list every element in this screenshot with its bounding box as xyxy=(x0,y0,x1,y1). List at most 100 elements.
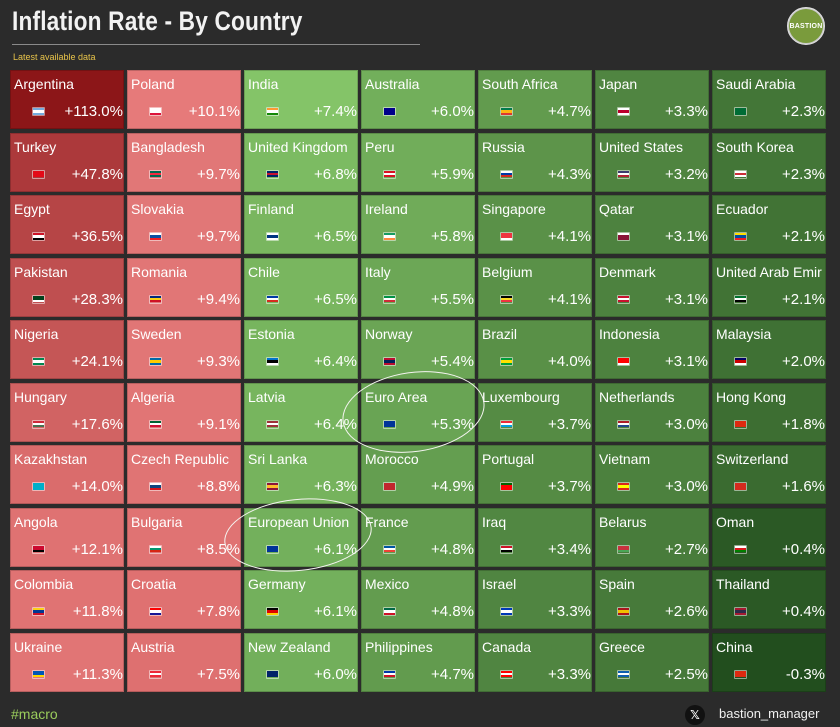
heatmap-cell-israel: Israel +3.3% xyxy=(478,570,592,629)
heatmap-cell-germany: Germany +6.1% xyxy=(244,570,358,629)
heatmap-cell-belgium: Belgium +4.1% xyxy=(478,257,592,317)
inflation-value: +17.6% xyxy=(71,415,123,433)
inflation-value: +7.5% xyxy=(197,665,240,683)
country-label: Nigeria xyxy=(14,326,59,342)
inflation-value: +6.5% xyxy=(314,290,357,308)
heatmap-cell-russia: Russia +4.3% xyxy=(478,132,592,192)
country-label: Saudi Arabia xyxy=(716,76,796,92)
country-label: Brazil xyxy=(482,326,518,342)
nigeria-flag-icon xyxy=(32,357,45,366)
heatmap-cell-austria: Austria +7.5% xyxy=(127,632,241,692)
title-divider xyxy=(12,44,420,45)
country-label: Czech Republic xyxy=(131,451,230,467)
china-flag-icon xyxy=(734,669,747,679)
heatmap-cell-new-zealand: New Zealand +6.0% xyxy=(244,632,358,692)
south-africa-flag-icon xyxy=(500,107,513,116)
inflation-value: +3.1% xyxy=(665,353,708,370)
heatmap-cell-oman: Oman +0.4% xyxy=(712,507,826,567)
heatmap-cell-portugal: Portugal +3.7% xyxy=(478,445,592,504)
country-label: Bulgaria xyxy=(131,513,183,530)
country-label: Belgium xyxy=(482,263,533,280)
italy-flag-icon xyxy=(383,294,396,304)
country-label: Japan xyxy=(599,76,638,92)
heatmap-cell-japan: Japan +3.3% xyxy=(595,70,709,129)
country-label: Estonia xyxy=(248,326,295,342)
heatmap-cell-brazil: Brazil +4.0% xyxy=(478,320,592,379)
country-label: Chile xyxy=(248,263,280,280)
heatmap-cell-bulgaria: Bulgaria +8.5% xyxy=(127,507,241,567)
heatmap-cell-australia: Australia +6.0% xyxy=(361,70,475,129)
luxembourg-flag-icon xyxy=(500,419,513,429)
inflation-value: +2.5% xyxy=(665,665,708,683)
poland-flag-icon xyxy=(149,107,162,116)
country-label: France xyxy=(365,513,409,530)
kazakhstan-flag-icon xyxy=(32,482,45,491)
denmark-flag-icon xyxy=(617,294,630,304)
inflation-value: +6.5% xyxy=(314,228,357,245)
heatmap-cell-ireland: Ireland +5.8% xyxy=(361,195,475,254)
heatmap-cell-morocco: Morocco +4.9% xyxy=(361,445,475,504)
country-label: United States xyxy=(599,138,684,155)
egypt-flag-icon xyxy=(32,232,45,241)
heatmap-cell-poland: Poland +10.1% xyxy=(127,70,241,129)
country-label: Egypt xyxy=(14,201,50,217)
heatmap-cell-argentina: Argentina +113.0% xyxy=(10,70,124,129)
inflation-value: +9.3% xyxy=(197,353,240,370)
chart-subtitle: Latest available data xyxy=(13,52,96,62)
heatmap-cell-colombia: Colombia +11.8% xyxy=(10,570,124,629)
bangladesh-flag-icon xyxy=(149,169,162,179)
inflation-value: +3.7% xyxy=(548,478,591,495)
inflation-value: +3.2% xyxy=(665,165,708,183)
united-arab-emir-flag-icon xyxy=(734,294,747,304)
country-label: Euro Area xyxy=(365,388,428,405)
inflation-value: -0.3% xyxy=(785,665,825,683)
inflation-value: +3.0% xyxy=(665,415,708,433)
heatmap-cell-canada: Canada +3.3% xyxy=(478,632,592,692)
heatmap-cell-estonia: Estonia +6.4% xyxy=(244,320,358,379)
country-label: Sweden xyxy=(131,326,182,342)
inflation-value: +2.0% xyxy=(782,353,825,370)
country-label: Peru xyxy=(365,138,395,155)
inflation-value: +9.1% xyxy=(197,415,240,433)
inflation-value: +2.6% xyxy=(665,603,708,620)
inflation-value: +10.1% xyxy=(188,103,240,120)
heatmap-cell-south-africa: South Africa +4.7% xyxy=(478,70,592,129)
inflation-value: +0.4% xyxy=(782,603,825,620)
country-label: Turkey xyxy=(14,138,57,155)
country-label: Greece xyxy=(599,638,645,655)
canada-flag-icon xyxy=(500,669,513,679)
heatmap-cell-malaysia: Malaysia +2.0% xyxy=(712,320,826,379)
chile-flag-icon xyxy=(266,294,279,304)
estonia-flag-icon xyxy=(266,357,279,366)
country-label: Ireland xyxy=(365,201,408,217)
inflation-value: +5.4% xyxy=(431,353,474,370)
hashtag-macro[interactable]: #macro xyxy=(11,706,58,722)
country-label: United Kingdom xyxy=(248,138,348,155)
inflation-value: +6.8% xyxy=(314,165,357,183)
inflation-value: +2.3% xyxy=(782,103,825,120)
belarus-flag-icon xyxy=(617,544,630,554)
heatmap-cell-iraq: Iraq +3.4% xyxy=(478,507,592,567)
colombia-flag-icon xyxy=(32,607,45,616)
heatmap-cell-norway: Norway +5.4% xyxy=(361,320,475,379)
x-logo-icon: 𝕏 xyxy=(685,705,705,725)
country-label: Ukraine xyxy=(14,638,63,655)
inflation-value: +6.0% xyxy=(431,103,474,120)
country-label: Indonesia xyxy=(599,326,660,342)
vietnam-flag-icon xyxy=(617,482,630,491)
euro-area-flag-icon xyxy=(383,419,396,429)
chart-title: Inflation Rate - By Country xyxy=(12,6,303,36)
heatmap-cell-euro-area: Euro Area +5.3% xyxy=(361,382,475,442)
oman-flag-icon xyxy=(734,544,747,554)
country-label: Switzerland xyxy=(716,451,789,467)
heatmap-cell-sweden: Sweden +9.3% xyxy=(127,320,241,379)
heatmap-cell-luxembourg: Luxembourg +3.7% xyxy=(478,382,592,442)
inflation-value: +6.1% xyxy=(314,603,357,620)
argentina-flag-icon xyxy=(32,107,45,116)
country-label: Morocco xyxy=(365,451,419,467)
ukraine-flag-icon xyxy=(32,669,45,679)
bulgaria-flag-icon xyxy=(149,544,162,554)
country-label: Vietnam xyxy=(599,451,651,467)
inflation-value: +6.4% xyxy=(314,353,357,370)
author-handle[interactable]: bastion_manager xyxy=(719,706,820,721)
